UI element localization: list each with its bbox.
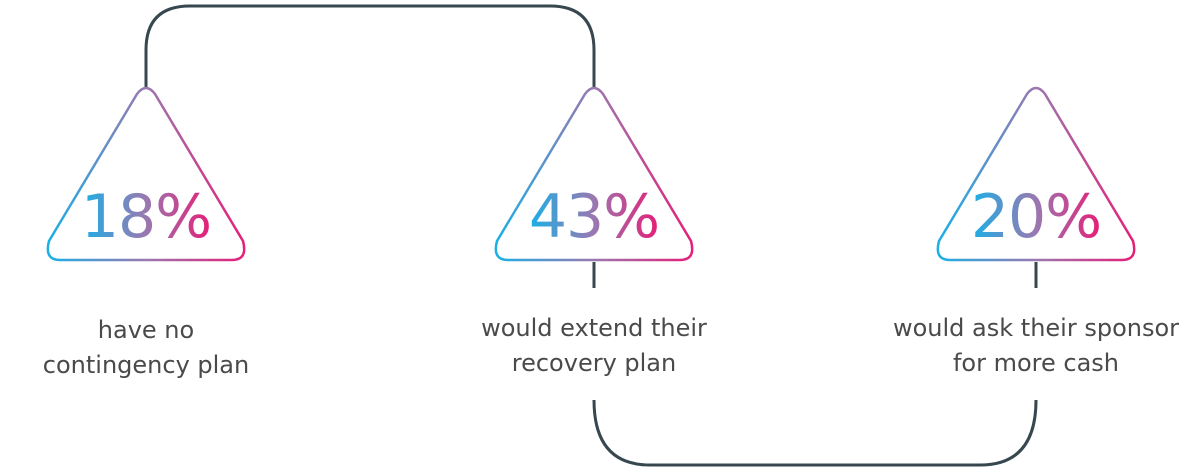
stat-value-43: 43% xyxy=(529,182,659,252)
connector-top xyxy=(144,4,596,88)
triangle-icon xyxy=(494,86,694,262)
stat-caption-20: would ask their sponsor for more cash xyxy=(892,314,1180,377)
triangle-icon xyxy=(936,86,1136,262)
stat-value-20: 20% xyxy=(971,182,1101,252)
stat-value-18: 18% xyxy=(81,182,211,252)
stat-caption-18: have no contingency plan xyxy=(42,316,250,379)
triangle-icon xyxy=(46,86,246,262)
stat-caption-43: would extend their recovery plan xyxy=(481,314,707,377)
connector-bottom xyxy=(592,399,1038,467)
